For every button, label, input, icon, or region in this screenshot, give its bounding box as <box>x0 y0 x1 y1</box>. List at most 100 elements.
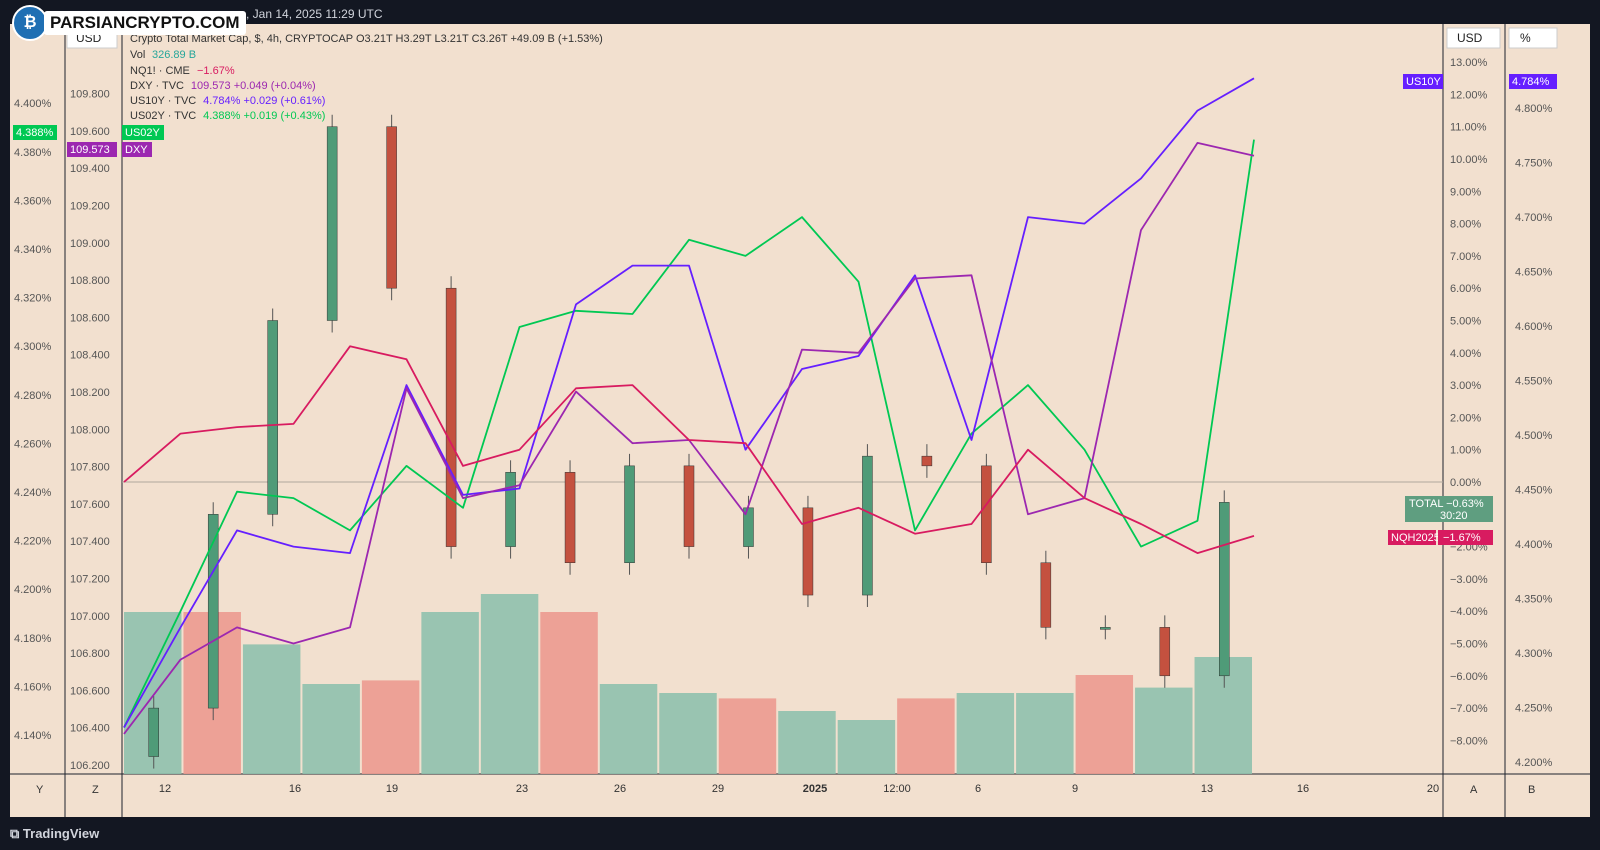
chart-svg[interactable]: USD USD %−8.00%−7.00%−6.00%−5.00%−4.00%−3.… <box>10 24 1590 817</box>
volume-bar <box>1075 675 1134 774</box>
us10y-axis-tick: 4.350% <box>1515 594 1553 606</box>
pct-axis-tick: −7.00% <box>1450 703 1488 715</box>
right-unit-label: USD <box>1457 31 1483 45</box>
volume-bar <box>1194 657 1252 774</box>
z-control-button: Z <box>92 784 99 796</box>
time-axis-tick: 9 <box>1072 783 1078 795</box>
candle-body <box>802 507 814 596</box>
time-axis-tick: 29 <box>712 783 724 795</box>
pct-unit-box[interactable] <box>1508 27 1558 49</box>
volume-bar <box>659 693 717 774</box>
watermark-logo: ₿ PARSIANCRYPTO.COM <box>12 4 246 42</box>
us02y-axis-tick: 4.360% <box>14 195 52 207</box>
legend-series-name: US02Y · TVC <box>130 110 196 122</box>
pct-axis-tick: 1.00% <box>1450 445 1481 457</box>
candle-body <box>683 465 695 547</box>
us10y-axis-tick: 4.750% <box>1515 158 1553 170</box>
tradingview-logo: ⧉ TradingView <box>10 826 100 841</box>
logo-icon: ₿ <box>12 5 48 41</box>
time-axis-tick: 12 <box>159 783 171 795</box>
us10y-axis-tick: 4.250% <box>1515 703 1553 715</box>
dxy-axis-tick: 106.400 <box>70 723 110 735</box>
us02y-axis-tick: 4.380% <box>14 147 52 159</box>
us02y-price-value: 4.388% <box>16 127 54 139</box>
us10y-axis-tick: 4.800% <box>1515 103 1553 115</box>
candle-body <box>386 126 397 289</box>
chart-area[interactable]: USD USD% −8.00% −7.00% −6.00% −5.00% −4.00% −3.… <box>10 24 1590 817</box>
series-line <box>123 139 1255 728</box>
volume-bar <box>599 684 658 774</box>
us02y-axis-tick: 4.400% <box>14 98 52 110</box>
pct-axis-tick: 5.00% <box>1450 316 1481 328</box>
volume-bar <box>302 684 360 774</box>
dxy-price-value: 109.573 <box>70 144 110 156</box>
pct-axis-tick: 10.00% <box>1450 154 1488 166</box>
us02y-axis-tick: 4.340% <box>14 244 52 256</box>
time-axis-tick: 23 <box>516 783 528 795</box>
dxy-axis-tick: 107.400 <box>70 536 110 548</box>
nq-price-value: −1.67% <box>1443 532 1481 544</box>
dxy-axis-tick: 107.000 <box>70 611 110 623</box>
dxy-axis-tick: 109.600 <box>70 126 110 138</box>
time-axis-tick: 26 <box>614 783 626 795</box>
pct-axis-tick: 0.00% <box>1450 477 1481 489</box>
series-line <box>123 77 1255 728</box>
time-axis-tick: 16 <box>289 783 301 795</box>
pct-axis-tick: 4.00% <box>1450 348 1481 360</box>
candle-body <box>862 455 873 596</box>
dxy-axis-tick: 109.400 <box>70 163 110 175</box>
us02y-axis-tick: 4.280% <box>14 390 52 402</box>
us02y-price-tag <box>13 125 57 140</box>
legend-series-name: US10Y · TVC <box>130 95 196 107</box>
us02y-axis-tick: 4.240% <box>14 487 52 499</box>
pct-axis-tick: 13.00% <box>1450 57 1488 69</box>
pct-unit-label: % <box>1520 31 1531 45</box>
legend-series-value: −1.67% <box>197 65 235 77</box>
us02y-axis-tick: 4.320% <box>14 293 52 305</box>
dxy-axis-tick: 108.200 <box>70 387 110 399</box>
y-control-button: Y <box>36 784 44 796</box>
time-axis-tick: 19 <box>386 783 398 795</box>
dxy-axis-tick: 108.800 <box>70 275 110 287</box>
a-control-button: A <box>1470 784 1478 796</box>
candle-body <box>148 707 159 757</box>
candle-body <box>1159 627 1171 677</box>
candle-body <box>564 472 576 563</box>
tradingview-brand: TradingView <box>22 826 100 841</box>
us10y-name-tag <box>1403 74 1443 89</box>
time-axis-tick: 2025 <box>803 783 827 795</box>
dxy-axis-tick: 109.000 <box>70 238 110 250</box>
legend-series-name: NQ1! · CME <box>130 65 190 77</box>
right-unit-box[interactable] <box>1446 27 1501 49</box>
volume-bar <box>897 698 955 774</box>
window-titlebar: m, Jan 14, 2025 11:29 UTC <box>0 0 1600 26</box>
total-price-tag <box>1405 496 1493 522</box>
time-axis-tick: 12:00 <box>883 783 911 795</box>
candle-body <box>921 455 933 467</box>
candle-body <box>1219 502 1230 677</box>
legend-series-name: DXY · TVC <box>130 80 184 92</box>
us10y-axis-tick: 4.450% <box>1515 485 1553 497</box>
legend-series-value: 109.573 +0.049 (+0.04%) <box>191 80 316 92</box>
dxy-axis-tick: 106.800 <box>70 648 110 660</box>
nq-name: NQH2025 <box>1391 532 1440 544</box>
candle-body <box>267 320 278 515</box>
us10y-price-value: 4.784% <box>1512 76 1550 88</box>
pct-axis-tick: 6.00% <box>1450 283 1481 295</box>
volume-bar <box>1135 687 1193 774</box>
candle-body <box>207 514 219 709</box>
us02y-axis-tick: 4.160% <box>14 681 52 693</box>
pct-axis-tick: 2.00% <box>1450 412 1481 424</box>
pct-axis-tick: −4.00% <box>1450 606 1488 618</box>
candle-body <box>445 287 457 547</box>
volume-bar <box>480 594 539 774</box>
b-control-button: B <box>1528 784 1535 796</box>
dxy-name: DXY <box>125 144 148 156</box>
candle-body <box>326 126 338 321</box>
volume-bar <box>361 680 420 774</box>
time-axis-tick: 20 <box>1427 783 1439 795</box>
pct-axis-tick: 8.00% <box>1450 219 1481 231</box>
dxy-name-tag <box>122 142 152 157</box>
pct-axis-tick: −6.00% <box>1450 671 1488 683</box>
us02y-axis-tick: 4.180% <box>14 633 52 645</box>
